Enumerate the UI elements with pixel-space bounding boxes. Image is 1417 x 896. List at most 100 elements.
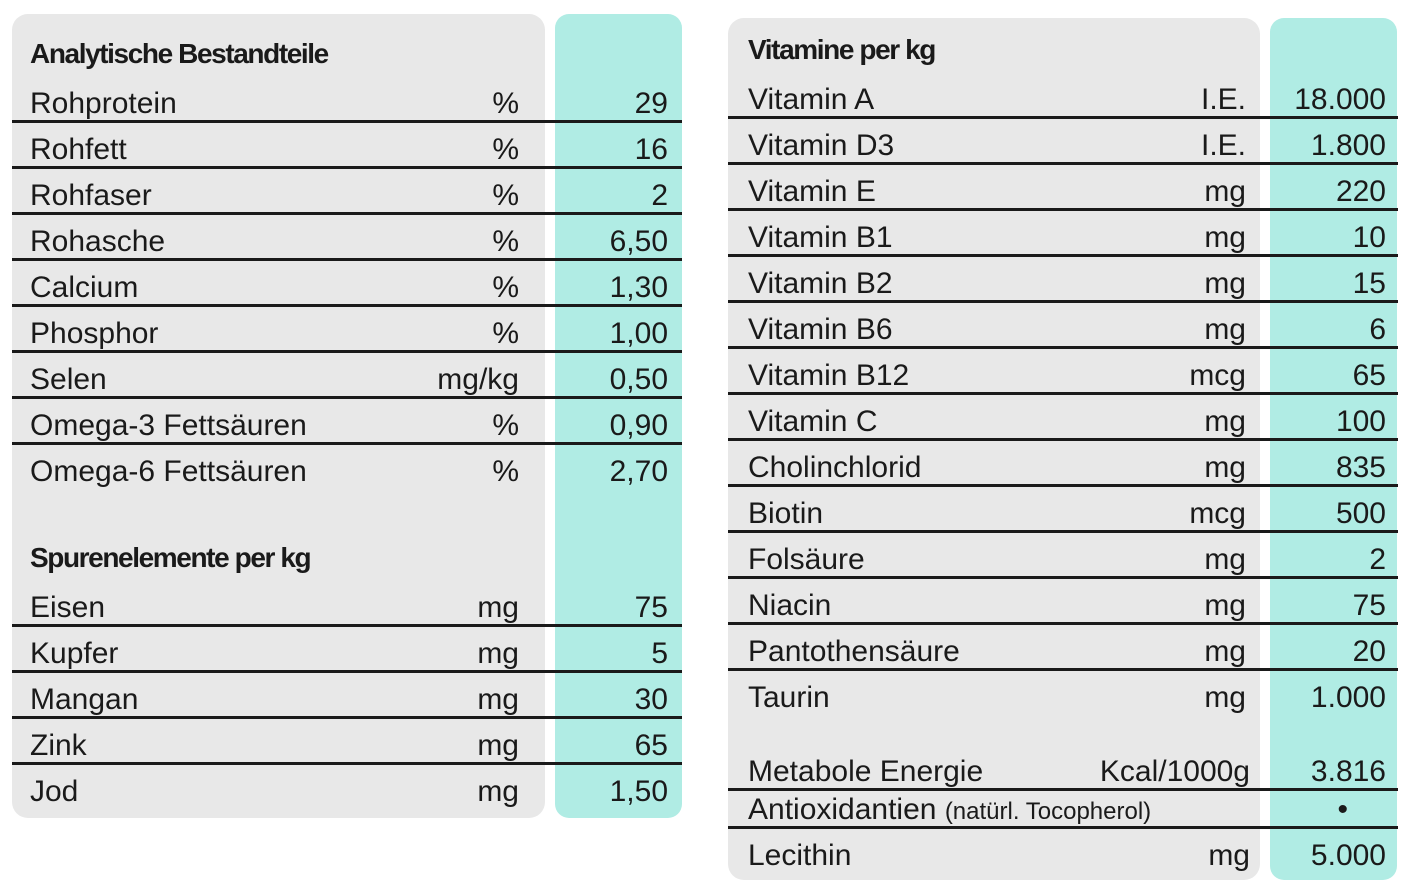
row-value: 2 (1369, 543, 1386, 576)
table-row: Taurin mg 1.000 (728, 668, 1398, 714)
row-name: Eisen (30, 591, 106, 624)
row-name: Rohprotein (30, 87, 177, 120)
row-value: 29 (634, 87, 668, 120)
row-name: Cholinchlorid (748, 451, 922, 484)
row-name: Vitamin B1 (748, 221, 893, 254)
row-name: Biotin (748, 497, 824, 530)
table-row: Rohfett % 16 (12, 120, 682, 169)
row-unit: mg (1208, 839, 1250, 872)
row-name: Vitamin B12 (748, 359, 910, 392)
row-name: Rohasche (30, 225, 166, 258)
row-name: Pantothensäure (748, 635, 960, 668)
row-value: 20 (1352, 635, 1386, 668)
value-column-background (1270, 18, 1397, 880)
table-row: Folsäure mg 2 (728, 530, 1398, 579)
row-unit: Kcal/1000g (1099, 755, 1250, 788)
row-unit: % (492, 271, 519, 304)
row-name: Lecithin (748, 839, 852, 872)
table-row: Mangan mg 30 (12, 670, 682, 719)
row-name: Mangan (30, 683, 139, 716)
row-unit: mg (477, 637, 519, 670)
vitamine-panel: Vitamine per kg Vitamin A I.E. 18.000 Vi… (728, 18, 1398, 880)
row-unit: mg (1204, 313, 1246, 346)
row-name: Vitamin B2 (748, 267, 893, 300)
row-unit: % (492, 455, 519, 488)
row-name: Selen (30, 363, 107, 396)
table-row: Rohfaser % 2 (12, 166, 682, 215)
antiox-row: Antioxidantien (natürl. Tocopherol) • (728, 784, 1398, 829)
table-row: Vitamin B12 mcg 65 (728, 346, 1398, 395)
row-value-bullet: • (1337, 793, 1348, 826)
row-value: 6,50 (609, 225, 668, 258)
row-name: Vitamin C (748, 405, 878, 438)
row-unit: mg (477, 729, 519, 762)
table-row: Niacin mg 75 (728, 576, 1398, 625)
row-value: 2,70 (609, 455, 668, 488)
row-unit: mg (1204, 175, 1246, 208)
row-value: 5 (651, 637, 668, 670)
table-row: Vitamin E mg 220 (728, 162, 1398, 211)
table-row: Vitamin C mg 100 (728, 392, 1398, 441)
row-name: Vitamin E (748, 175, 876, 208)
analytische-panel: Analytische Bestandteile Rohprotein % 29… (12, 14, 682, 818)
row-value: 0,50 (609, 363, 668, 396)
row-name: Kupfer (30, 637, 119, 670)
table-row: Phosphor % 1,00 (12, 304, 682, 353)
energie-row: Metabole Energie Kcal/1000g 3.816 (728, 742, 1398, 791)
row-value: 65 (1352, 359, 1386, 392)
table-row: Rohasche % 6,50 (12, 212, 682, 261)
row-unit: mg (1204, 543, 1246, 576)
row-unit: mg (1204, 221, 1246, 254)
value-column-background (555, 14, 682, 818)
table-row: Calcium % 1,30 (12, 258, 682, 307)
row-name: Vitamin D3 (748, 129, 895, 162)
row-value: 6 (1369, 313, 1386, 346)
row-name: Taurin (748, 681, 830, 714)
table-row: Kupfer mg 5 (12, 624, 682, 673)
row-unit: mg/kg (437, 363, 519, 396)
row-name: Niacin (748, 589, 832, 622)
table-row: Vitamin B6 mg 6 (728, 300, 1398, 349)
table-row: Rohprotein % 29 (12, 74, 682, 123)
row-name: Phosphor (30, 317, 159, 350)
spuren-heading: Spurenelemente per kg (30, 542, 312, 573)
row-value: 1,00 (609, 317, 668, 350)
row-unit: % (492, 133, 519, 166)
row-unit: % (492, 87, 519, 120)
panel-background (728, 18, 1260, 880)
table-row: Biotin mcg 500 (728, 484, 1398, 533)
row-name: Vitamin A (748, 83, 875, 116)
antiox-name: Antioxidantien (748, 793, 937, 826)
row-name: Metabole Energie (748, 755, 984, 788)
row-name: Jod (30, 775, 79, 808)
table-row: Vitamin D3 I.E. 1.800 (728, 116, 1398, 165)
row-value: 835 (1335, 451, 1386, 484)
row-name: Omega-6 Fettsäuren (30, 455, 307, 488)
row-unit: mg (477, 591, 519, 624)
row-value: 75 (634, 591, 668, 624)
row-value: 0,90 (609, 409, 668, 442)
row-value: 30 (634, 683, 668, 716)
table-row: Omega-6 Fettsäuren % 2,70 (12, 442, 682, 488)
analytische-heading: Analytische Bestandteile (30, 38, 329, 69)
row-unit: % (492, 409, 519, 442)
table-row: Jod mg 1,50 (12, 762, 682, 808)
row-unit: mcg (1189, 497, 1246, 530)
row-value: 1,50 (609, 775, 668, 808)
row-unit: I.E. (1200, 129, 1246, 162)
row-value: 65 (634, 729, 668, 762)
row-value: 16 (634, 133, 668, 166)
row-unit: mg (1204, 405, 1246, 438)
table-row: Eisen mg 75 (12, 578, 682, 627)
panel-background (12, 14, 545, 818)
row-value: 500 (1335, 497, 1386, 530)
row-unit: mg (1204, 635, 1246, 668)
table-row: Pantothensäure mg 20 (728, 622, 1398, 671)
row-unit: mg (1204, 451, 1246, 484)
row-name: Rohfaser (30, 179, 152, 212)
row-name: Rohfett (30, 133, 127, 166)
row-unit: mg (477, 775, 519, 808)
row-unit: % (492, 317, 519, 350)
row-unit: mg (1204, 589, 1246, 622)
row-name: Omega-3 Fettsäuren (30, 409, 307, 442)
